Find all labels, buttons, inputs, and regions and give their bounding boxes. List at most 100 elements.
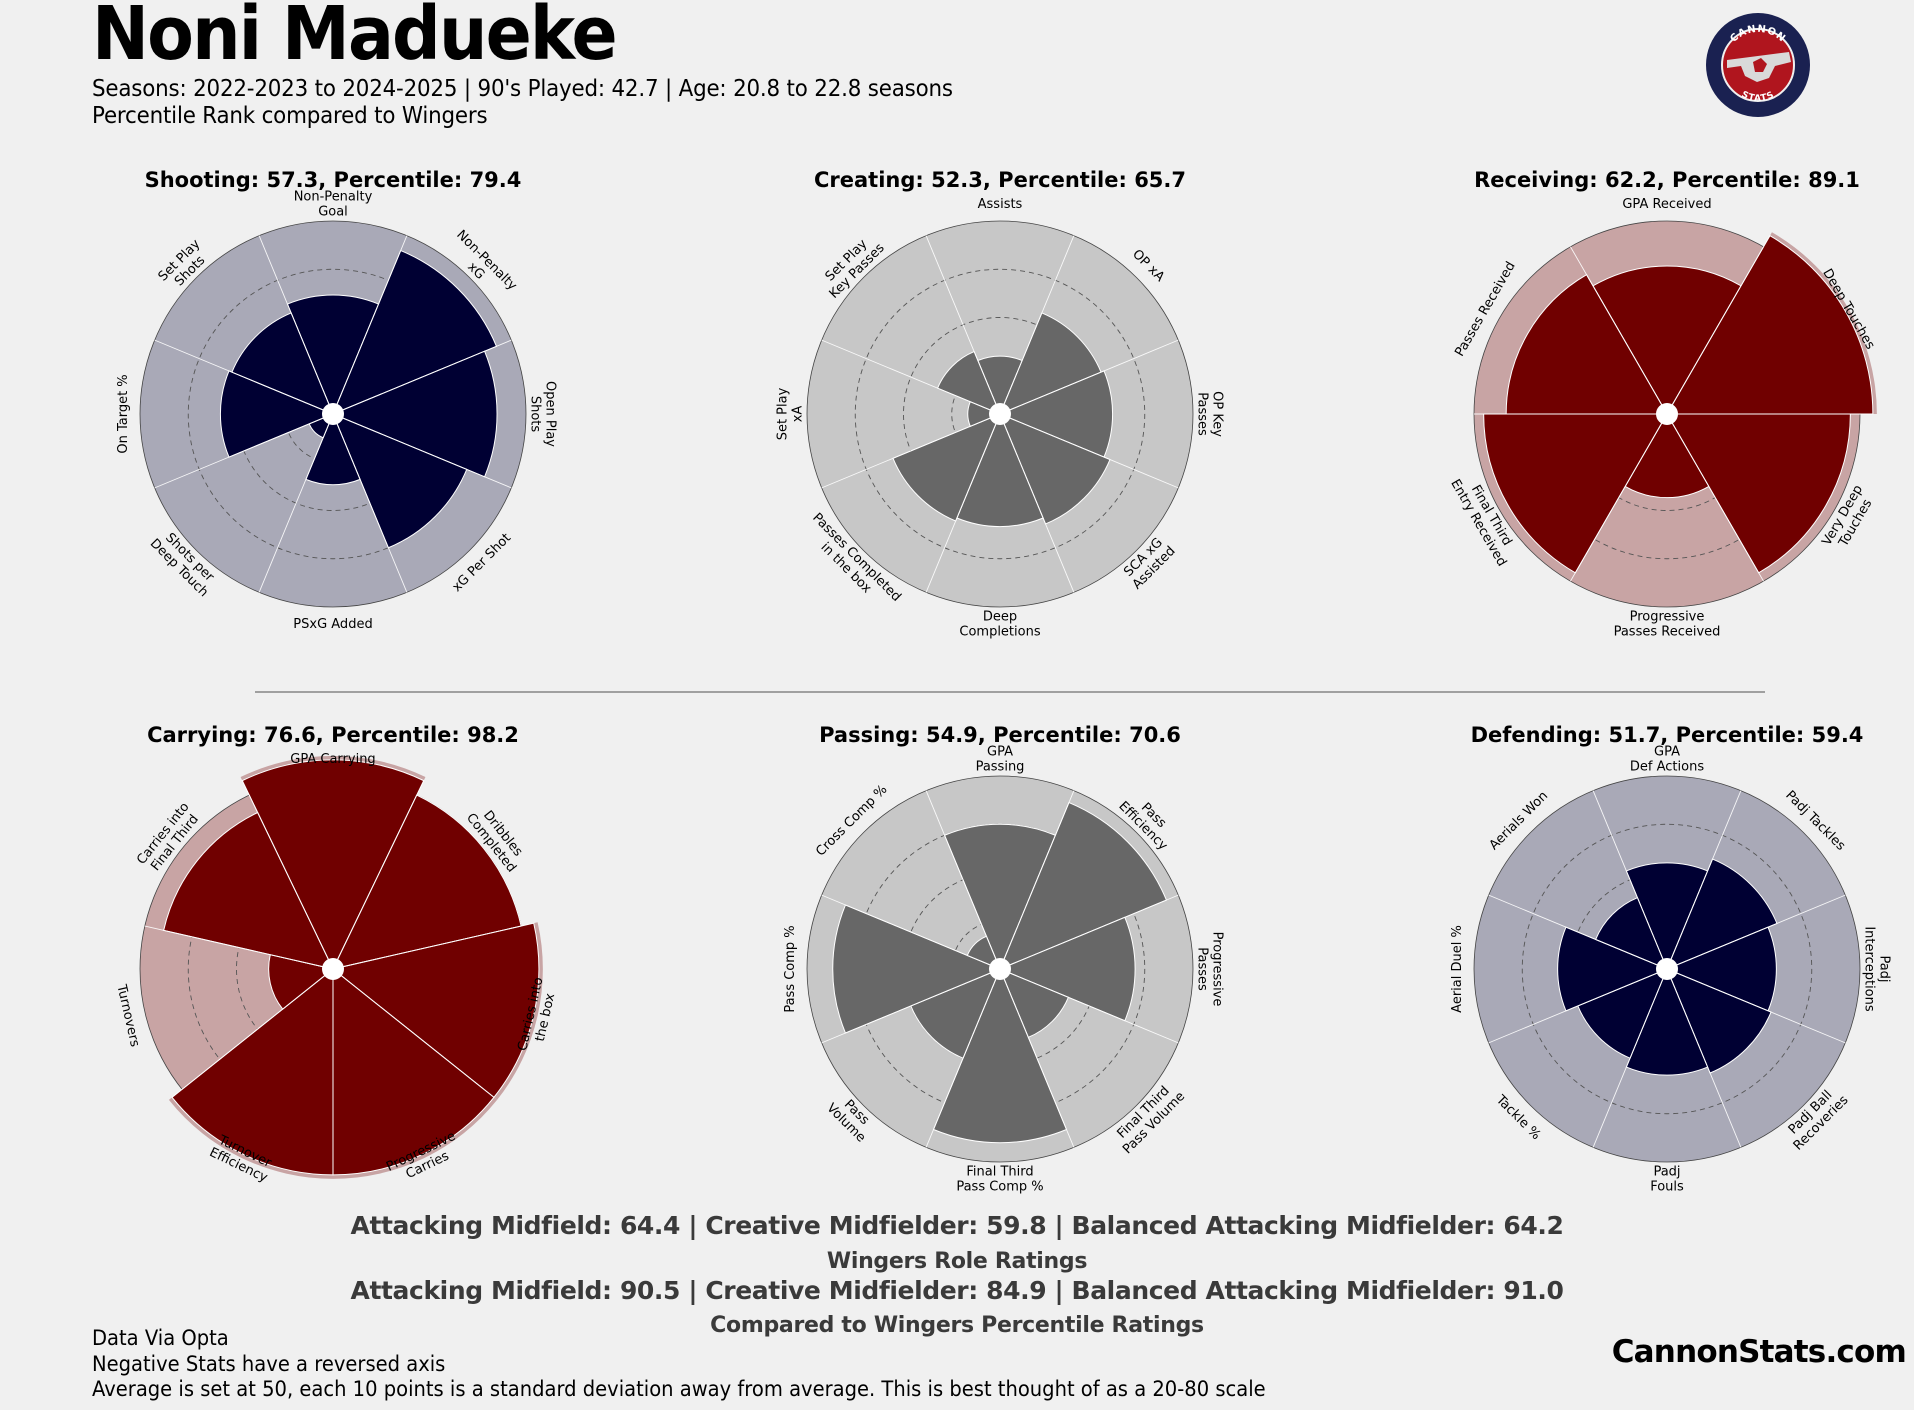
spoke xyxy=(332,925,522,970)
category-label-line: Interceptions xyxy=(1862,926,1877,1012)
chart-title: Carrying: 76.6, Percentile: 98.2 xyxy=(147,723,519,747)
spoke xyxy=(1570,246,1668,415)
footnotes: Data Via Opta Negative Stats have a reve… xyxy=(92,1326,1266,1403)
category-label-line: Progressive xyxy=(1630,610,1705,625)
spoke xyxy=(925,790,1001,970)
spoke xyxy=(999,339,1179,415)
chart-title: Defending: 51.7, Percentile: 59.4 xyxy=(1471,723,1864,747)
bar-pass-comp xyxy=(832,904,1002,1034)
category-label-final-third-pass-comp: Final Third Pass Comp % xyxy=(956,1165,1043,1195)
spoke xyxy=(248,794,334,970)
spoke xyxy=(332,794,418,970)
category-label-gpa-received: GPA Received xyxy=(1622,197,1711,212)
category-label-line: Passes Received xyxy=(1614,625,1721,640)
bar-dribbles-completed xyxy=(332,794,522,970)
site-name: CannonStats.com xyxy=(1611,1334,1907,1370)
chart-hub xyxy=(322,403,344,425)
category-label-gpa-passing: GPA Passing xyxy=(976,745,1025,775)
spoke xyxy=(821,968,1001,1044)
category-label-line: Deep xyxy=(983,610,1017,625)
spoke xyxy=(999,413,1179,489)
category-label-gpa-def-actions: GPA Def Actions xyxy=(1630,745,1704,775)
category-label-line: Pass Comp % xyxy=(783,925,798,1012)
bar-pass-efficiency xyxy=(999,801,1168,970)
category-label-progressive-passes-received: Progressive Passes Received xyxy=(1614,610,1721,640)
chart-carrying: Carrying: 76.6, Percentile: 98.2 GPA Carr… xyxy=(113,723,558,1186)
spoke xyxy=(332,968,485,1090)
category-label-line: GPA xyxy=(1654,745,1680,760)
bar-padj-fouls xyxy=(1625,967,1709,1076)
category-label-line: PSxG Added xyxy=(293,617,372,632)
category-label-line: Padj xyxy=(1653,1165,1680,1180)
category-label-line: Set Play xyxy=(776,387,791,440)
category-label-line: Def Actions xyxy=(1630,760,1704,775)
chart-hub xyxy=(1656,958,1678,980)
spoke xyxy=(999,968,1075,1148)
bar-passes-completed-in-the-box xyxy=(892,413,1001,522)
spoke xyxy=(999,790,1075,970)
category-label-line: Final Third xyxy=(966,1165,1033,1180)
bar-open-play-shots xyxy=(331,350,498,478)
category-label-assists: Assists xyxy=(978,197,1023,212)
role-ratings-line: Attacking Midfield: 64.4 | Creative Midf… xyxy=(350,1211,1564,1240)
bar-turnovers xyxy=(268,954,335,1010)
comparison-line: Percentile Rank compared to Wingers xyxy=(92,103,488,129)
spoke xyxy=(181,968,334,1090)
spoke xyxy=(821,413,1001,489)
spoke xyxy=(1592,790,1668,970)
spoke xyxy=(332,413,408,593)
category-label-line: On Target % xyxy=(116,374,131,453)
spoke xyxy=(925,413,1001,593)
chart-title: Receiving: 62.2, Percentile: 89.1 xyxy=(1474,168,1860,192)
chart-receiving: Receiving: 62.2, Percentile: 89.1 GPA Rec… xyxy=(1447,168,1877,640)
footnote-source: Data Via Opta xyxy=(92,1326,229,1350)
bar-gpa-received xyxy=(1592,265,1742,416)
category-label-set-play-xa: Set PlayxA xyxy=(776,387,806,440)
spoke xyxy=(999,894,1179,970)
chart-shooting: Shooting: 57.3, Percentile: 79.4Non-Pena… xyxy=(116,168,558,632)
bar-final-third-entry-received xyxy=(1483,413,1668,574)
spoke xyxy=(1592,968,1668,1148)
percentile-ratings-line: Attacking Midfield: 90.5 | Creative Midf… xyxy=(350,1276,1564,1305)
spoke xyxy=(821,339,1001,415)
spoke xyxy=(925,968,1001,1148)
bar-padj-ball-recoveries xyxy=(1666,968,1772,1074)
category-label-progressive-passes: ProgressivePasses xyxy=(1195,932,1225,1007)
spoke xyxy=(1666,968,1846,1044)
bar-progressive-carries xyxy=(332,967,495,1176)
bar-pass-volume xyxy=(910,968,1001,1059)
bar-turnover-efficiency xyxy=(171,967,334,1176)
svg-text:STATS: STATS xyxy=(1740,90,1777,104)
player-name: Noni Madueke xyxy=(92,0,618,77)
bar-gpa-passing xyxy=(943,823,1057,971)
category-label-line: Passes xyxy=(1195,392,1210,436)
category-label-padj-interceptions: PadjInterceptions xyxy=(1862,926,1892,1012)
spoke xyxy=(821,894,1001,970)
category-label-line: Progressive xyxy=(1210,932,1225,1007)
bar-progressive-passes-received xyxy=(1624,413,1710,499)
category-label-line: Passing xyxy=(976,760,1025,775)
category-label-gpa-carrying: GPA Carrying xyxy=(290,752,375,767)
bar-padj-interceptions xyxy=(1665,926,1777,1012)
chart-title: Creating: 52.3, Percentile: 65.7 xyxy=(814,168,1186,192)
spoke xyxy=(1488,894,1668,970)
bar-deep-completions xyxy=(956,412,1044,528)
category-label-line: Assists xyxy=(978,197,1023,212)
spoke xyxy=(258,235,334,415)
bar-very-deep-touches xyxy=(1666,413,1851,574)
seasons-line: Seasons: 2022-2023 to 2024-2025 | 90's P… xyxy=(92,76,953,102)
spoke xyxy=(1666,968,1742,1148)
category-label-aerial-duel: Aerial Duel % xyxy=(1450,925,1465,1013)
spoke xyxy=(1666,246,1764,415)
category-label-psxg-added: PSxG Added xyxy=(293,617,372,632)
bar-tackle xyxy=(1577,968,1668,1059)
radar-charts: Shooting: 57.3, Percentile: 79.4Non-Pena… xyxy=(113,168,1892,1195)
bar-op-xa xyxy=(999,312,1102,415)
bar-set-play-shots xyxy=(231,312,334,415)
spoke xyxy=(999,235,1075,415)
category-label-line: Goal xyxy=(318,205,348,220)
category-label-line: Shots xyxy=(528,396,543,433)
chart-hub xyxy=(1656,403,1678,425)
